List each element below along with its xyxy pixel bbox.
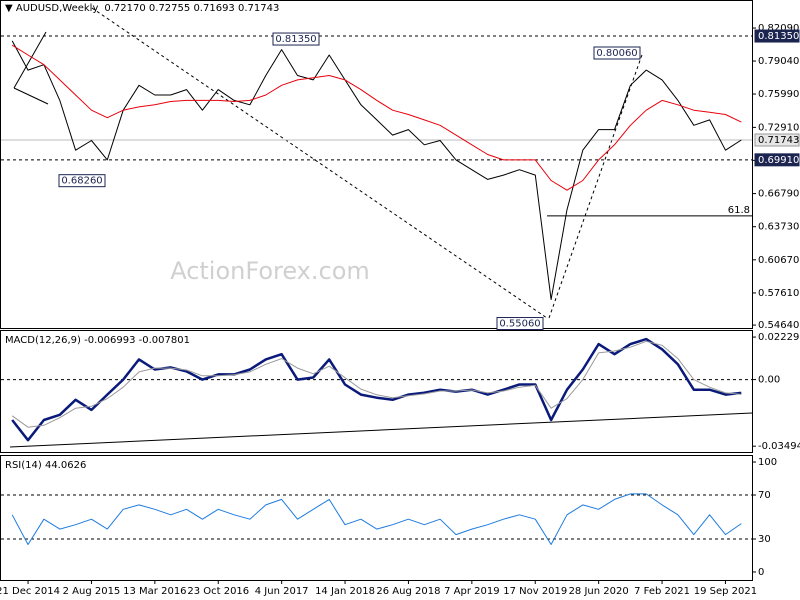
annotation-label: 0.81350 [275, 34, 316, 45]
series-line [11, 44, 742, 191]
series-line [11, 493, 742, 545]
x-tick-label: 13 Mar 2016 [123, 586, 186, 597]
macd-trend-line [9, 412, 753, 448]
y-tick-label: 0.57610 [758, 288, 799, 299]
annotation-label: 0.80060 [596, 48, 637, 59]
y-tick-label: 0.72910 [758, 122, 799, 133]
y-tick-label: 0 [758, 567, 764, 578]
level-box [754, 133, 800, 147]
y-tick-label: 100 [758, 457, 777, 468]
x-tick-label: 2 Aug 2015 [63, 586, 121, 597]
panel-title: RSI(14) 44.0626 [5, 460, 86, 471]
x-tick-label: 19 Sep 2021 [694, 586, 757, 597]
x-tick-label: 7 Apr 2019 [444, 586, 499, 597]
watermark: ActionForex.com [170, 257, 370, 285]
y-tick-label: 0.66790 [758, 189, 799, 200]
y-tick-label: 0.60670 [758, 255, 799, 266]
y-tick-label: 0.022295 [758, 332, 800, 343]
annotation-box [496, 317, 544, 331]
y-tick-label: 0.79040 [758, 56, 799, 67]
panel-frame [0, 0, 753, 329]
annotation-label: 0.68260 [61, 176, 102, 187]
panel-frame [0, 330, 753, 453]
panel-title: ▼ AUDUSD,Weekly 0.72170 0.72755 0.71693 0… [5, 3, 279, 14]
annotation-box [58, 174, 106, 188]
y-tick-label: 0.63730 [758, 222, 799, 233]
annotation-box [272, 32, 320, 46]
x-tick-label: 26 Aug 2018 [376, 586, 440, 597]
panel-title: MACD(12,26,9) -0.006993 -0.007801 [5, 335, 190, 346]
panel-frame [0, 455, 753, 581]
level-label: 0.69910 [758, 155, 799, 166]
y-tick-label: 0.54640 [758, 320, 799, 331]
x-tick-label: 7 Feb 2021 [634, 586, 690, 597]
series-line [11, 340, 742, 428]
level-label: 0.81350 [758, 31, 799, 42]
channel-line [13, 31, 47, 89]
annotation-label: 0.55060 [499, 319, 540, 330]
x-tick-label: 21 Dec 2014 [0, 586, 60, 597]
y-tick-label: 0.82090 [758, 23, 799, 34]
x-tick-label: 14 Jan 2018 [315, 586, 375, 597]
channel-line [13, 87, 49, 105]
level-box [754, 29, 800, 43]
y-tick-label: 30 [758, 534, 771, 545]
trend-line [548, 51, 644, 319]
annotation-box [593, 46, 641, 60]
series-line [11, 337, 742, 442]
fib-label: 61.8 [728, 205, 750, 216]
y-tick-label: -0.034948 [758, 441, 800, 452]
level-box [754, 153, 800, 167]
x-tick-label: 28 Jun 2020 [569, 586, 629, 597]
x-tick-label: 23 Oct 2016 [187, 586, 249, 597]
trend-line [91, 7, 548, 319]
y-tick-label: 70 [758, 490, 771, 501]
level-label: 0.71743 [758, 135, 799, 146]
y-tick-label: 0.00 [758, 375, 780, 386]
series-line [11, 40, 742, 300]
x-tick-label: 17 Nov 2019 [503, 586, 567, 597]
x-tick-label: 4 Jun 2017 [255, 586, 309, 597]
y-tick-label: 0.75990 [758, 89, 799, 100]
